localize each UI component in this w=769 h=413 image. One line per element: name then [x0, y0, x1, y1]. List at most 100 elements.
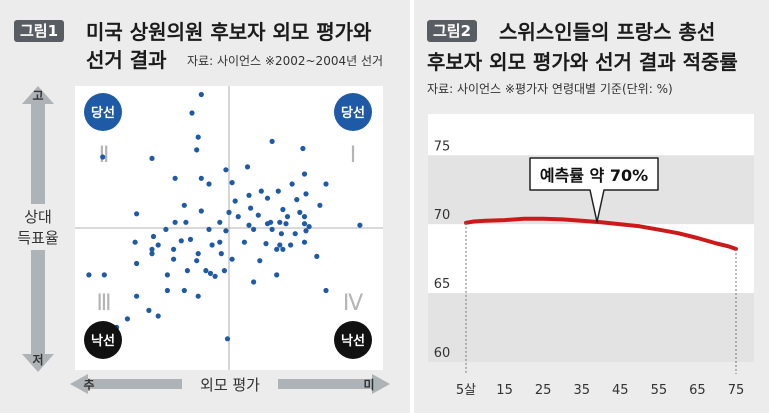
- scatter-point-92: [244, 164, 251, 170]
- scatter-point-63: [283, 221, 289, 227]
- scatter-point-95: [277, 242, 283, 248]
- accuracy-line: [464, 216, 738, 251]
- x-axis-left-label: 추: [83, 377, 94, 392]
- scatter-point-90: [306, 224, 312, 230]
- lose-badge-bottom-left-label: 낙선: [91, 333, 115, 349]
- scatter-point-41: [155, 313, 161, 319]
- line-chart-grid: [428, 114, 754, 362]
- x-tick-label-2: 25: [535, 383, 552, 398]
- x-tick-label-1: 15: [496, 383, 513, 398]
- plot-band-60-65: [428, 293, 754, 362]
- scatter-point-28: [209, 242, 215, 248]
- scatter-point-54: [275, 188, 281, 194]
- y-tick-label-65: 65: [434, 277, 451, 292]
- scatter-point-50: [246, 222, 252, 228]
- scatter-point-9: [269, 138, 275, 144]
- scatter-point-7: [206, 181, 212, 187]
- lose-badge-bottom-right: [334, 321, 372, 359]
- scatter-point-1: [189, 110, 195, 116]
- scatter-points: [86, 91, 363, 342]
- scatter-point-14: [198, 208, 204, 214]
- scatter-point-17: [163, 226, 169, 232]
- scatter-point-3: [149, 155, 155, 161]
- x-axis-label: 외모 평가: [200, 376, 260, 394]
- plot-band-65-70: [428, 224, 754, 294]
- quadrant-4-label: Ⅳ: [343, 291, 364, 316]
- scatter-point-40: [146, 307, 152, 313]
- scatter-point-12: [134, 211, 140, 217]
- scatter-point-72: [301, 239, 308, 245]
- scatter-point-70: [274, 246, 280, 252]
- scatter-point-57: [303, 191, 309, 197]
- scatter-point-26: [195, 251, 201, 257]
- scatter-point-37: [134, 293, 140, 299]
- scatter-point-98: [212, 273, 218, 279]
- y-axis-label-bg: [6, 204, 70, 250]
- scatter-point-0: [198, 91, 204, 98]
- x-axis-label-bg: [182, 374, 278, 394]
- scatter-point-67: [278, 231, 284, 237]
- scatter-point-56: [294, 197, 300, 203]
- scatter-point-80: [251, 279, 257, 285]
- scatter-point-21: [132, 239, 138, 245]
- figure-2-tag: 그림2: [427, 20, 478, 42]
- scatter-point-51: [248, 205, 254, 211]
- scatter-point-62: [268, 219, 274, 225]
- scatter-point-45: [224, 336, 231, 342]
- scatter-point-11: [323, 181, 329, 187]
- scatter-point-87: [181, 202, 187, 208]
- figure-1-tag: 그림1: [14, 20, 65, 42]
- scatter-point-22: [149, 246, 155, 252]
- win-badge-top-right-label: 당선: [341, 105, 365, 121]
- win-badge-top-right: [334, 93, 372, 131]
- scatter-point-60: [269, 226, 275, 232]
- scatter-point-36: [101, 272, 107, 278]
- scatter-point-25: [187, 236, 194, 242]
- scatter-point-19: [206, 226, 212, 232]
- figure-2-title-line2: 후보자 외모 평가와 선거 결과 적중률: [427, 50, 738, 74]
- scatter-point-8: [229, 180, 235, 186]
- scatter-point-2: [100, 154, 106, 160]
- scatter-point-13: [172, 219, 178, 225]
- scatter-point-30: [171, 256, 177, 262]
- figure-1-source: 자료: 사이언스 ※2002~2004년 선거: [187, 54, 384, 68]
- scatter-point-55: [280, 206, 286, 213]
- win-badge-top-left: [84, 93, 122, 131]
- scatter-point-82: [226, 209, 232, 215]
- x-tick-label-4: 45: [612, 383, 629, 398]
- scatter-point-47: [229, 256, 235, 262]
- scatter-point-81: [223, 167, 229, 173]
- scatter-point-43: [164, 287, 170, 294]
- y-axis-top-label: 고: [32, 89, 43, 103]
- quadrant-3-label: Ⅲ: [96, 291, 111, 316]
- scatter-point-44: [195, 293, 201, 299]
- scatter-point-32: [207, 270, 214, 276]
- y-axis-bottom-label: 저: [32, 352, 43, 367]
- figure-2-source: 자료: 사이언스 ※평가자 연령대별 기준(단위: %): [427, 82, 673, 96]
- lose-badge-bottom-left: [84, 321, 122, 359]
- scatter-point-77: [264, 195, 271, 201]
- scatter-point-71: [280, 246, 286, 252]
- scatter-point-94: [235, 214, 241, 220]
- scatter-point-61: [277, 219, 283, 225]
- scatter-point-52: [255, 212, 261, 218]
- lose-badge-bottom-right-label: 낙선: [341, 333, 365, 349]
- y-axis-label-line1: 상대: [24, 208, 52, 226]
- scatter-point-76: [246, 192, 252, 198]
- x-axis-right-label: 미: [363, 377, 374, 392]
- line-chart-ticks: 60 65 70 75 5살 15 25 35 45 55 65 75: [434, 139, 745, 398]
- scatter-point-74: [301, 171, 308, 177]
- quadrant-1-label: Ⅰ: [350, 143, 357, 168]
- callout-box: [529, 157, 659, 223]
- scatter-point-88: [221, 268, 227, 274]
- scatter-point-34: [164, 272, 170, 278]
- scatter-point-99: [303, 228, 309, 234]
- y-tick-label-70: 70: [434, 208, 451, 223]
- figure-1-title-line1: 미국 상원의원 후보자 외모 평가와: [86, 20, 372, 44]
- scatter-point-4: [194, 147, 200, 153]
- scatter-point-69: [257, 258, 263, 264]
- scatter-point-89: [195, 134, 201, 140]
- scatter-point-68: [263, 241, 269, 247]
- scatter-point-73: [317, 202, 323, 208]
